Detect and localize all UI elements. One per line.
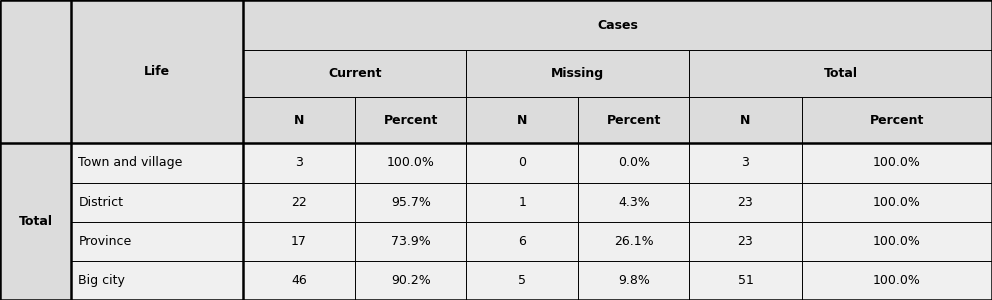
Text: 22: 22 — [292, 196, 307, 208]
Text: 6: 6 — [519, 235, 526, 248]
Text: 1: 1 — [519, 196, 526, 208]
Bar — [71, 143, 992, 182]
Text: 4.3%: 4.3% — [618, 196, 650, 208]
Text: 5: 5 — [518, 274, 527, 287]
Text: 51: 51 — [737, 274, 754, 287]
Text: Current: Current — [328, 67, 381, 80]
Bar — [0, 143, 71, 300]
Text: 73.9%: 73.9% — [391, 235, 431, 248]
Text: Percent: Percent — [607, 114, 661, 127]
Text: Percent: Percent — [870, 114, 924, 127]
Text: 0.0%: 0.0% — [618, 157, 650, 169]
Text: District: District — [78, 196, 123, 208]
Text: N: N — [517, 114, 528, 127]
Text: N: N — [294, 114, 305, 127]
Text: 46: 46 — [292, 274, 307, 287]
Text: 100.0%: 100.0% — [873, 157, 921, 169]
Text: 26.1%: 26.1% — [614, 235, 654, 248]
Bar — [71, 261, 992, 300]
Text: 17: 17 — [291, 235, 308, 248]
Text: 3: 3 — [296, 157, 303, 169]
Text: 0: 0 — [518, 157, 527, 169]
Bar — [243, 50, 992, 97]
Text: 100.0%: 100.0% — [873, 196, 921, 208]
Text: 95.7%: 95.7% — [391, 196, 431, 208]
Text: Total: Total — [823, 67, 858, 80]
Bar — [71, 182, 992, 222]
Bar — [243, 0, 992, 50]
Bar — [243, 97, 992, 143]
Text: 100.0%: 100.0% — [873, 274, 921, 287]
Text: 100.0%: 100.0% — [873, 235, 921, 248]
Bar — [0, 0, 243, 143]
Text: N: N — [740, 114, 751, 127]
Text: 23: 23 — [738, 235, 753, 248]
Text: Percent: Percent — [384, 114, 437, 127]
Text: Life: Life — [144, 65, 171, 78]
Text: Town and village: Town and village — [78, 157, 183, 169]
Text: Missing: Missing — [552, 67, 604, 80]
Text: 3: 3 — [742, 157, 749, 169]
Text: 90.2%: 90.2% — [391, 274, 431, 287]
Text: 100.0%: 100.0% — [387, 157, 434, 169]
Bar — [71, 222, 992, 261]
Text: Total: Total — [19, 215, 53, 228]
Text: 23: 23 — [738, 196, 753, 208]
Text: Big city: Big city — [78, 274, 125, 287]
Text: Cases: Cases — [597, 19, 638, 32]
Text: 9.8%: 9.8% — [618, 274, 650, 287]
Text: Province: Province — [78, 235, 132, 248]
